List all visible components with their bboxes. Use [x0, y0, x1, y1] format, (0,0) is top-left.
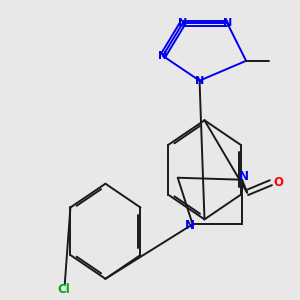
Text: N: N	[238, 170, 249, 183]
Text: Cl: Cl	[57, 283, 70, 296]
Text: N: N	[195, 76, 204, 85]
Text: O: O	[273, 176, 283, 189]
Text: N: N	[223, 18, 232, 28]
Text: N: N	[178, 18, 187, 28]
Text: N: N	[184, 219, 195, 232]
Text: N: N	[158, 51, 167, 61]
